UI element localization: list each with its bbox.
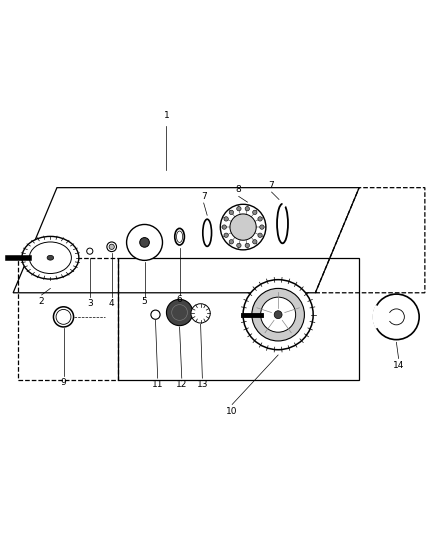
Ellipse shape <box>224 233 228 237</box>
Ellipse shape <box>252 288 304 341</box>
Wedge shape <box>372 305 396 329</box>
Text: 2: 2 <box>39 297 44 306</box>
Text: 3: 3 <box>87 299 93 308</box>
Text: 9: 9 <box>60 378 67 387</box>
Ellipse shape <box>253 240 257 244</box>
Text: 13: 13 <box>197 380 208 389</box>
Ellipse shape <box>253 210 257 215</box>
Text: 4: 4 <box>109 299 114 308</box>
Ellipse shape <box>56 310 71 324</box>
Text: 7: 7 <box>268 181 275 190</box>
Ellipse shape <box>29 242 71 273</box>
Ellipse shape <box>243 280 313 350</box>
Text: 11: 11 <box>152 380 163 389</box>
Ellipse shape <box>87 248 93 254</box>
Ellipse shape <box>258 217 262 221</box>
Ellipse shape <box>109 244 114 249</box>
Ellipse shape <box>140 238 149 247</box>
Wedge shape <box>388 313 396 321</box>
Ellipse shape <box>237 206 241 211</box>
Ellipse shape <box>245 243 250 248</box>
Ellipse shape <box>22 237 79 279</box>
Text: 7: 7 <box>201 192 207 201</box>
Ellipse shape <box>379 300 413 334</box>
Text: 14: 14 <box>393 360 404 369</box>
Text: 12: 12 <box>176 380 187 389</box>
Text: 10: 10 <box>226 407 238 416</box>
Ellipse shape <box>229 210 233 215</box>
Ellipse shape <box>258 233 262 237</box>
Ellipse shape <box>260 225 264 229</box>
Ellipse shape <box>261 297 296 332</box>
Wedge shape <box>283 200 286 208</box>
Ellipse shape <box>127 224 162 260</box>
Ellipse shape <box>229 240 233 244</box>
Ellipse shape <box>107 242 117 252</box>
Ellipse shape <box>166 300 193 326</box>
Text: 1: 1 <box>163 111 170 120</box>
Ellipse shape <box>230 214 256 240</box>
Ellipse shape <box>220 204 266 250</box>
Text: 6: 6 <box>177 295 183 304</box>
Ellipse shape <box>191 304 210 323</box>
Ellipse shape <box>224 217 228 221</box>
Text: 8: 8 <box>236 185 242 195</box>
Ellipse shape <box>172 304 187 320</box>
Ellipse shape <box>237 243 241 248</box>
Ellipse shape <box>245 206 250 211</box>
Ellipse shape <box>274 311 282 319</box>
Ellipse shape <box>177 231 183 243</box>
Ellipse shape <box>389 309 404 325</box>
Ellipse shape <box>205 221 210 244</box>
Text: 5: 5 <box>141 297 148 306</box>
Ellipse shape <box>175 229 184 245</box>
Ellipse shape <box>222 225 226 229</box>
Ellipse shape <box>279 206 286 241</box>
Ellipse shape <box>47 255 53 260</box>
